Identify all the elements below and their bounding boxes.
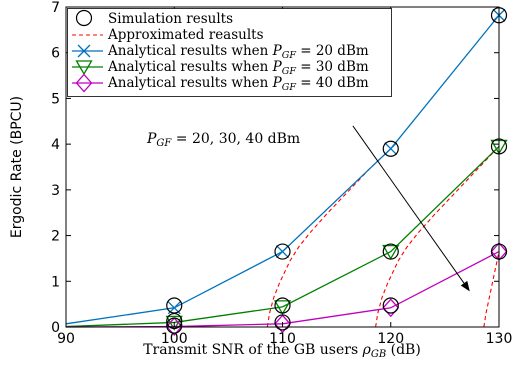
analytical-40-marker — [165, 317, 183, 337]
legend-x-marker — [77, 44, 91, 58]
simulation-point — [166, 312, 183, 330]
simulation-point — [274, 297, 291, 314]
simulation-point — [166, 317, 183, 334]
x-tick-label: 130 — [486, 331, 513, 347]
legend-label-analytical-40: Analytical results when PGF = 40 dBm — [107, 75, 369, 93]
simulation-point — [274, 243, 291, 260]
analytical-30-line — [65, 145, 500, 328]
y-tick-label: 5 — [51, 91, 60, 107]
legend-label-analytical-20: Analytical results when PGF = 20 dBm — [107, 43, 369, 61]
axis-ticks: 90 100 110 120 130 0 1 2 3 4 5 6 7 — [51, 0, 512, 347]
annotation: PGF = 20, 30, 40 dBm — [146, 125, 470, 292]
legend-entry-analytical-20: Analytical results when PGF = 20 dBm — [72, 43, 369, 61]
y-axis-label: Ergodic Rate (BPCU) — [9, 96, 25, 238]
x-tick-label: 110 — [269, 331, 296, 347]
x-tick-label: 100 — [161, 331, 188, 347]
legend-entry-approximated: Approximated reasults — [72, 27, 264, 43]
legend-circle-marker — [75, 9, 93, 27]
approximated-curve — [266, 148, 392, 328]
x-axis-label-text: Transmit SNR of the GB users — [143, 342, 362, 358]
analytical-20-marker — [276, 245, 289, 259]
y-tick-label: 2 — [51, 229, 60, 245]
legend: Simulation results Approximated reasults… — [67, 8, 392, 97]
legend-entry-analytical-30: Analytical results when PGF = 30 dBm — [72, 59, 369, 77]
legend-label-approximated: Approximated reasults — [107, 27, 264, 43]
simulation-point — [274, 314, 291, 331]
y-tick-label: 7 — [51, 0, 60, 16]
analytical-40-marker — [382, 298, 400, 318]
simulation-point — [382, 243, 399, 260]
legend-entry-analytical-40: Analytical results when PGF = 40 dBm — [72, 73, 369, 93]
analytical-30-marker — [273, 300, 292, 316]
legend-box — [67, 8, 392, 97]
y-tick-label: 0 — [51, 320, 60, 336]
simulation-point — [382, 297, 399, 314]
approximated-curve — [375, 146, 500, 328]
approximated-curve — [483, 251, 500, 328]
legend-label-analytical-30: Analytical results when PGF = 30 dBm — [107, 59, 369, 77]
legend-entry-simulation: Simulation results — [75, 9, 233, 27]
x-axis-label: Transmit SNR of the GB users ρGB (dB) — [143, 342, 421, 360]
y-tick-label: 4 — [51, 137, 60, 153]
analytical-40-marker — [274, 314, 291, 334]
x-tick-label: 90 — [57, 331, 75, 347]
annotation-arrowhead — [460, 280, 470, 292]
annotation-arrow — [352, 125, 465, 284]
simulation-point — [382, 140, 399, 157]
legend-label-simulation: Simulation results — [108, 11, 233, 27]
y-tick-label: 6 — [51, 46, 60, 62]
y-tick-label: 3 — [51, 183, 60, 199]
legend-triangle-marker — [75, 60, 93, 76]
annotation-text: PGF = 20, 30, 40 dBm — [146, 131, 300, 149]
analytical-30-marker — [382, 244, 400, 260]
legend-diamond-marker — [75, 73, 93, 93]
y-tick-label: 1 — [51, 274, 60, 290]
analytical-20-marker — [384, 142, 398, 156]
x-tick-label: 120 — [377, 331, 404, 347]
